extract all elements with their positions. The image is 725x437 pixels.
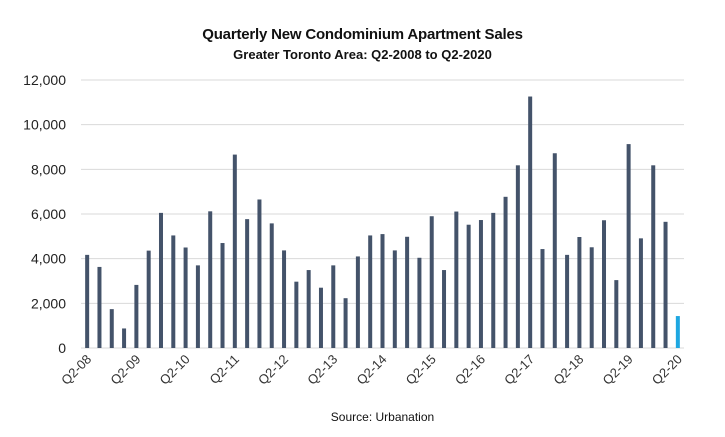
bar-q1-10 bbox=[171, 235, 176, 348]
bar-q3-11 bbox=[245, 219, 250, 348]
bar-q2-19 bbox=[626, 144, 631, 348]
bar-q3-08 bbox=[97, 266, 102, 348]
y-tick-label: 6,000 bbox=[31, 206, 66, 222]
chart-title: Quarterly New Condominium Apartment Sale… bbox=[202, 26, 523, 43]
bar-q3-16 bbox=[491, 212, 496, 348]
bar-q2-12 bbox=[282, 250, 287, 348]
y-tick-label: 12,000 bbox=[23, 72, 66, 88]
bar-q2-09 bbox=[134, 284, 139, 348]
bar-q3-12 bbox=[294, 281, 299, 348]
bar-q1-20 bbox=[663, 221, 668, 348]
bar-q3-14 bbox=[392, 250, 397, 348]
bar-q1-13 bbox=[318, 287, 323, 348]
y-tick-label: 10,000 bbox=[23, 117, 66, 133]
x-tick-label: Q2-15 bbox=[403, 352, 439, 388]
bar-q1-15 bbox=[417, 257, 422, 348]
x-tick-label: Q2-17 bbox=[501, 352, 537, 388]
bar-q4-16 bbox=[503, 196, 508, 348]
bar-q3-15 bbox=[442, 270, 447, 348]
bar-q2-17 bbox=[528, 96, 533, 348]
bar-q4-09 bbox=[158, 212, 163, 348]
x-tick-label: Q2-13 bbox=[304, 352, 340, 388]
bar-q2-13 bbox=[331, 265, 336, 348]
x-tick-label: Q2-18 bbox=[550, 352, 586, 388]
bar-q2-15 bbox=[429, 216, 434, 348]
bar-q2-20 bbox=[675, 316, 680, 348]
bar-q2-18 bbox=[577, 237, 582, 348]
bar-q4-17 bbox=[552, 153, 557, 348]
y-axis-ticks: 0 2,000 4,000 6,000 8,000 10,000 12,000 bbox=[23, 72, 66, 356]
y-tick-label: 8,000 bbox=[31, 161, 66, 177]
x-tick-label: Q2-10 bbox=[157, 352, 193, 388]
bar-q2-14 bbox=[380, 234, 385, 348]
bar-q4-14 bbox=[405, 236, 410, 348]
bar-q4-13 bbox=[355, 256, 360, 348]
bar-q3-09 bbox=[146, 250, 151, 348]
x-tick-label: Q2-16 bbox=[452, 352, 488, 388]
bar-q4-19 bbox=[651, 165, 656, 348]
bar-q1-11 bbox=[220, 243, 225, 348]
bar-q1-12 bbox=[269, 223, 274, 348]
bars bbox=[85, 96, 680, 348]
x-tick-label: Q2-12 bbox=[255, 352, 291, 388]
chart-subtitle: Greater Toronto Area: Q2-2008 to Q2-2020 bbox=[233, 47, 492, 62]
bar-q1-19 bbox=[614, 280, 619, 348]
x-tick-label: Q2-14 bbox=[353, 352, 389, 388]
bar-q3-18 bbox=[589, 247, 594, 348]
bar-q3-19 bbox=[638, 238, 643, 348]
bar-q3-10 bbox=[195, 265, 200, 348]
x-tick-label: Q2-19 bbox=[600, 352, 636, 388]
y-tick-label: 4,000 bbox=[31, 251, 66, 267]
bar-q1-09 bbox=[122, 328, 127, 348]
source-note: Source: Urbanation bbox=[330, 410, 435, 424]
bar-q4-18 bbox=[602, 220, 607, 348]
bar-q4-11 bbox=[257, 199, 262, 348]
bar-q1-17 bbox=[515, 165, 520, 348]
bar-q2-08 bbox=[85, 254, 90, 348]
bar-q1-16 bbox=[466, 224, 471, 348]
x-tick-label: Q2-09 bbox=[107, 352, 143, 388]
bar-q4-15 bbox=[454, 211, 459, 348]
bar-q4-12 bbox=[306, 270, 311, 348]
y-tick-label: 0 bbox=[58, 340, 66, 356]
bar-q2-11 bbox=[232, 154, 237, 348]
x-tick-label: Q2-08 bbox=[58, 352, 94, 388]
bar-q1-18 bbox=[565, 254, 570, 348]
x-tick-label: Q2-11 bbox=[206, 352, 241, 387]
bar-q1-14 bbox=[368, 235, 373, 348]
bar-q4-08 bbox=[109, 309, 114, 348]
y-tick-label: 2,000 bbox=[31, 295, 66, 311]
bar-q3-13 bbox=[343, 298, 348, 348]
bar-q2-16 bbox=[478, 220, 483, 348]
x-tick-label: Q2-20 bbox=[649, 352, 685, 388]
bar-q2-10 bbox=[183, 247, 188, 348]
bar-q3-17 bbox=[540, 249, 545, 348]
bar-q4-10 bbox=[208, 211, 213, 348]
gridlines bbox=[81, 79, 684, 349]
x-axis-ticks: Q2-08 Q2-09 Q2-10 Q2-11 Q2-12 Q2-13 Q2-14 Q2-15… bbox=[58, 352, 685, 388]
